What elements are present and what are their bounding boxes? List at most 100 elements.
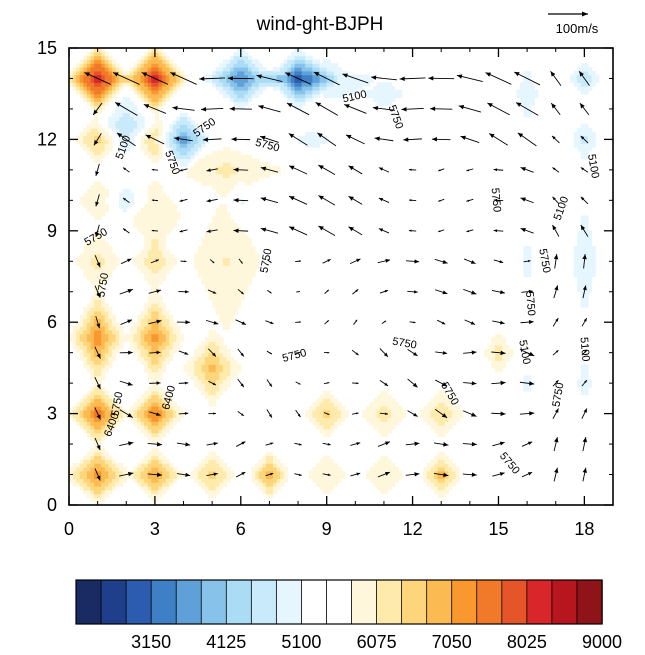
field-cell [101,368,105,372]
field-cell [456,417,460,421]
field-cell [151,208,155,212]
field-cell [141,231,145,235]
field-cell [452,410,456,414]
field-cell [223,158,227,162]
field-cell [502,360,506,364]
field-cell [262,455,266,459]
field-cell [123,200,127,204]
field-cell [198,349,202,353]
field-cell [201,471,205,475]
field-cell [201,349,205,353]
field-cell [101,208,105,212]
field-cell [327,490,331,494]
field-cell [316,59,320,63]
field-cell [112,254,116,258]
field-cell [377,482,381,486]
field-cell [577,82,581,86]
colorbar-swatch [402,580,427,624]
field-cell [241,284,245,288]
field-cell [101,345,105,349]
field-cell [244,90,248,94]
field-cell [80,406,84,410]
field-cell [384,421,388,425]
field-cell [312,90,316,94]
field-cell [427,467,431,471]
field-cell [209,387,213,391]
field-cell [216,467,220,471]
field-cell [151,204,155,208]
field-cell [108,467,112,471]
field-cell [137,398,141,402]
field-cell [169,63,173,67]
field-cell [341,78,345,82]
field-cell [219,475,223,479]
field-cell [384,429,388,433]
field-cell [158,98,162,102]
field-cell [445,429,449,433]
field-cell [527,246,531,250]
field-cell [445,482,449,486]
field-cell [116,86,120,90]
field-cell [219,231,223,235]
field-cell [151,151,155,155]
field-cell [205,395,209,399]
field-cell [141,86,145,90]
field-cell [302,82,306,86]
field-cell [98,52,102,56]
field-cell [309,56,313,60]
field-cell [219,284,223,288]
field-cell [584,67,588,71]
field-cell [137,59,141,63]
field-cell [262,471,266,475]
field-cell [162,200,166,204]
field-cell [241,246,245,250]
field-cell [87,429,91,433]
field-cell [162,67,166,71]
field-cell [577,265,581,269]
field-cell [151,296,155,300]
field-cell [133,410,137,414]
field-cell [384,433,388,437]
field-cell [223,303,227,307]
field-cell [391,463,395,467]
field-cell [284,471,288,475]
field-cell [216,227,220,231]
field-cell [456,475,460,479]
field-cell [155,459,159,463]
field-cell [198,467,202,471]
field-cell [216,364,220,368]
field-cell [180,155,184,159]
field-cell [173,471,177,475]
field-cell [176,117,180,121]
field-cell [209,238,213,242]
field-cell [141,360,145,364]
field-cell [144,303,148,307]
field-cell [241,82,245,86]
field-cell [248,155,252,159]
field-cell [244,246,248,250]
field-cell [223,78,227,82]
field-cell [155,117,159,121]
field-cell [252,63,256,67]
field-cell [230,277,234,281]
field-cell [105,471,109,475]
field-cell [166,467,170,471]
field-cell [234,177,238,181]
field-cell [423,414,427,418]
field-cell [73,345,77,349]
field-cell [534,94,538,98]
field-cell [158,197,162,201]
field-cell [445,459,449,463]
field-cell [90,330,94,334]
field-cell [377,414,381,418]
field-cell [441,421,445,425]
field-cell [108,318,112,322]
field-cell [112,67,116,71]
field-cell [105,86,109,90]
field-cell [234,59,238,63]
field-cell [524,254,528,258]
field-cell [76,330,80,334]
field-cell [209,372,213,376]
field-cell [101,307,105,311]
field-cell [223,257,227,261]
